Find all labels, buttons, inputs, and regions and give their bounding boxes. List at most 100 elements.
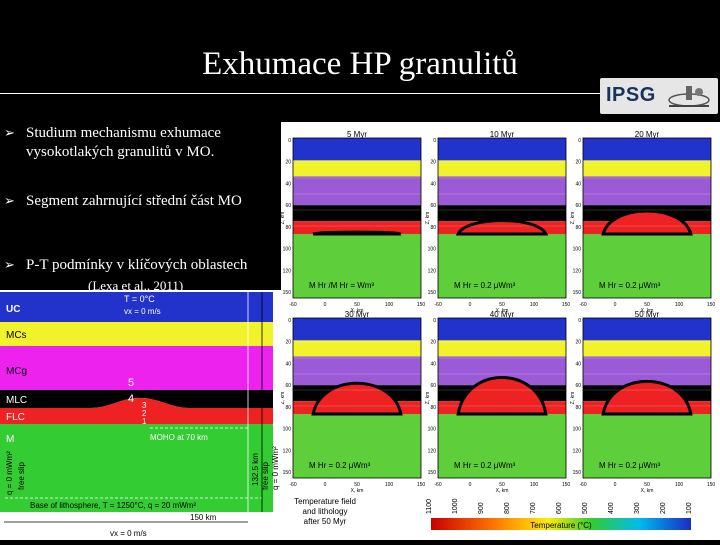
z-axis-label: Z, km	[281, 212, 286, 225]
slide-title: Exhumace HP granulitů	[202, 46, 518, 82]
x-tick-label: 150	[562, 482, 571, 488]
panel-layer	[583, 340, 711, 357]
legend-caption-line: after 50 Myr	[304, 517, 347, 526]
z-tick-label: 120	[428, 268, 437, 274]
x-tick-label: -60	[289, 482, 296, 488]
colorbar-tick-label: 300	[634, 502, 641, 514]
marker-4: 4	[128, 393, 134, 405]
marker-2: 2	[142, 409, 147, 418]
lithosphere-diagram: UC MCs MCg MLC FLC M T = 0°C vx = 0 m/s …	[0, 290, 281, 540]
z-tick-label: 60	[430, 383, 436, 389]
colorbar-tick-label: 900	[478, 502, 485, 514]
panel-layer	[438, 414, 566, 478]
panel-layer	[293, 221, 421, 234]
z-tick-label: 120	[283, 268, 292, 274]
z-tick-label: 100	[283, 427, 292, 433]
x-tick-label: 0	[614, 482, 617, 488]
z-tick-label: 120	[283, 448, 292, 454]
panel-layer	[293, 205, 421, 222]
x-tick-label: 0	[324, 482, 327, 488]
panel-layer	[293, 318, 421, 341]
x-tick-label: 100	[385, 302, 394, 308]
panel-layer	[438, 318, 566, 341]
panel-time-label: 20 Myr	[635, 130, 660, 139]
panel-time-label: 5 Myr	[347, 130, 367, 139]
x-tick-label: 150	[707, 482, 716, 488]
z-tick-label: 40	[430, 181, 436, 187]
panel-dome	[312, 230, 402, 236]
x-axis-label: X, km	[496, 308, 509, 314]
citation: (Lexa et al., 2011)	[88, 278, 184, 293]
z-tick-label: 0	[288, 318, 291, 324]
z-tick-label: 20	[285, 340, 291, 346]
z-tick-label: 60	[430, 203, 436, 209]
left-heat-flux-label: q = 0 mWm²	[5, 451, 14, 495]
z-axis-label: Z, km	[570, 392, 576, 405]
panel-caption: M Hr = 0.2 μWm³	[454, 281, 516, 290]
right-heat-flux-label: q = 0 mWm²	[271, 446, 280, 490]
colorbar-tick-label: 800	[504, 502, 511, 514]
panel-frame	[437, 137, 567, 299]
x-tick-label: -60	[579, 482, 586, 488]
marker-5: 5	[128, 377, 134, 389]
x-tick-label: 50	[499, 482, 505, 488]
vx-top-label: vx = 0 m/s	[124, 307, 161, 316]
z-tick-label: 150	[573, 470, 582, 476]
colorbar-tick-label: 1000	[452, 498, 459, 514]
temperature-colorbar	[431, 518, 691, 530]
colorbar-tick-label: 700	[530, 502, 537, 514]
colorbar-tick-label: 500	[582, 502, 589, 514]
z-tick-label: 40	[430, 361, 436, 367]
z-tick-label: 120	[573, 268, 582, 274]
z-tick-label: 20	[285, 160, 291, 166]
base-label: Base of lithosphere, T = 1250°C, q = 20 …	[30, 501, 196, 510]
panel-dome	[311, 381, 403, 416]
layer-label-uc: UC	[6, 304, 20, 315]
layer-label-m: M	[6, 434, 14, 445]
z-axis-label: Z, km	[425, 392, 431, 405]
legend-caption-line: and lithology	[303, 507, 348, 516]
logo-text: IPSG	[606, 84, 656, 106]
x-tick-label: 100	[675, 482, 684, 488]
panel-frame	[292, 137, 422, 299]
x-tick-label: 0	[614, 302, 617, 308]
x-tick-label: 50	[499, 302, 505, 308]
z-tick-label: 80	[285, 405, 291, 411]
panel-caption: M Hr = 0.2 μWm³	[599, 281, 661, 290]
x-tick-label: -60	[579, 302, 586, 308]
marker-3: 3	[142, 401, 147, 410]
panel-layer	[438, 160, 566, 177]
model-panels-svg: 5 Myr M Hr /M Hr = Wm³ 0 20 40 60 80 100 120 150 -…	[280, 130, 716, 530]
z-tick-label: 150	[283, 470, 292, 476]
arrow-right-icon: ➢	[4, 194, 15, 209]
panel-frame	[292, 317, 422, 479]
bullet-text: Segment zahrnující střední část MO	[26, 193, 242, 209]
width-label: 150 km	[190, 513, 217, 522]
z-tick-label: 150	[573, 290, 582, 296]
colorbar-label: Temperature (°C)	[530, 521, 592, 530]
z-tick-label: 80	[575, 225, 581, 231]
depth-label: 132.5 km	[251, 453, 260, 486]
x-tick-label: 0	[469, 302, 472, 308]
arrow-right-icon: ➢	[4, 126, 15, 141]
panel-layer	[293, 234, 421, 298]
z-tick-label: 0	[433, 318, 436, 324]
z-axis-label: Z, km	[425, 212, 431, 225]
temperature-label: T = 0°C	[124, 294, 155, 304]
z-tick-label: 20	[430, 340, 436, 346]
panel-layer	[583, 160, 711, 177]
panel-dome	[601, 209, 693, 236]
panel-dome	[456, 376, 548, 416]
z-tick-label: 100	[573, 247, 582, 253]
panel-layer	[438, 340, 566, 357]
colorbar-tick-label: 400	[608, 502, 615, 514]
x-tick-label: 150	[562, 302, 571, 308]
right-free-slip-label: free slip	[261, 461, 270, 490]
x-tick-label: 0	[324, 302, 327, 308]
x-tick-label: 100	[385, 482, 394, 488]
panel-layer	[583, 414, 711, 478]
z-tick-label: 0	[578, 138, 581, 144]
panel-layer	[438, 234, 566, 298]
z-tick-label: 120	[428, 448, 437, 454]
x-tick-label: -60	[289, 302, 296, 308]
